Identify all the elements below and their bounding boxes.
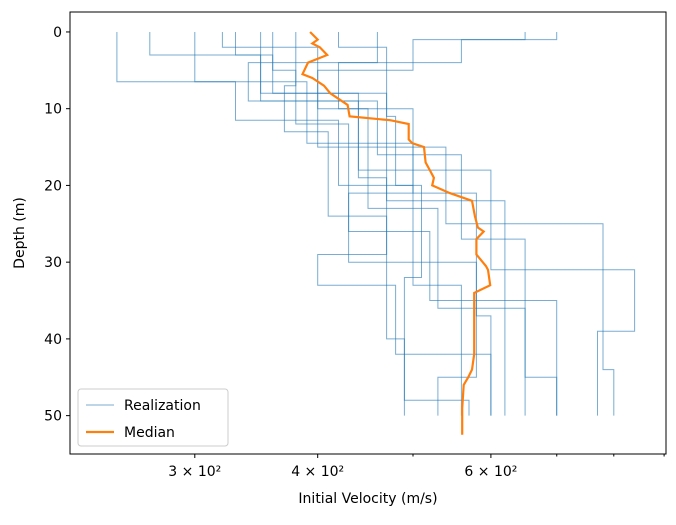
x-tick-label: 4 × 10² xyxy=(291,464,344,480)
y-axis-label: Depth (m) xyxy=(12,197,28,269)
y-tick-label: 30 xyxy=(44,255,62,271)
x-tick-label: 6 × 10² xyxy=(464,464,517,480)
realization-line xyxy=(235,32,558,416)
realization-line xyxy=(317,32,526,416)
realization-line xyxy=(247,32,636,416)
y-tick-label: 20 xyxy=(44,178,62,194)
realization-line xyxy=(116,32,462,416)
legend-label: Median xyxy=(124,425,175,441)
realization-line xyxy=(221,32,615,416)
median-line xyxy=(300,31,492,435)
y-tick-label: 0 xyxy=(53,25,62,41)
realization-line xyxy=(194,32,477,416)
legend-box xyxy=(77,388,229,447)
plot-frame xyxy=(69,11,667,455)
x-tick-label: 3 × 10² xyxy=(168,464,221,480)
realization-line xyxy=(272,32,558,416)
y-tick-label: 40 xyxy=(44,332,62,348)
y-tick-label: 50 xyxy=(44,409,62,425)
realization-line xyxy=(260,32,492,416)
realization-line xyxy=(338,32,470,416)
x-axis-label: Initial Velocity (m/s) xyxy=(298,491,437,507)
legend-label: Realization xyxy=(124,398,201,414)
y-tick-label: 10 xyxy=(44,102,62,118)
